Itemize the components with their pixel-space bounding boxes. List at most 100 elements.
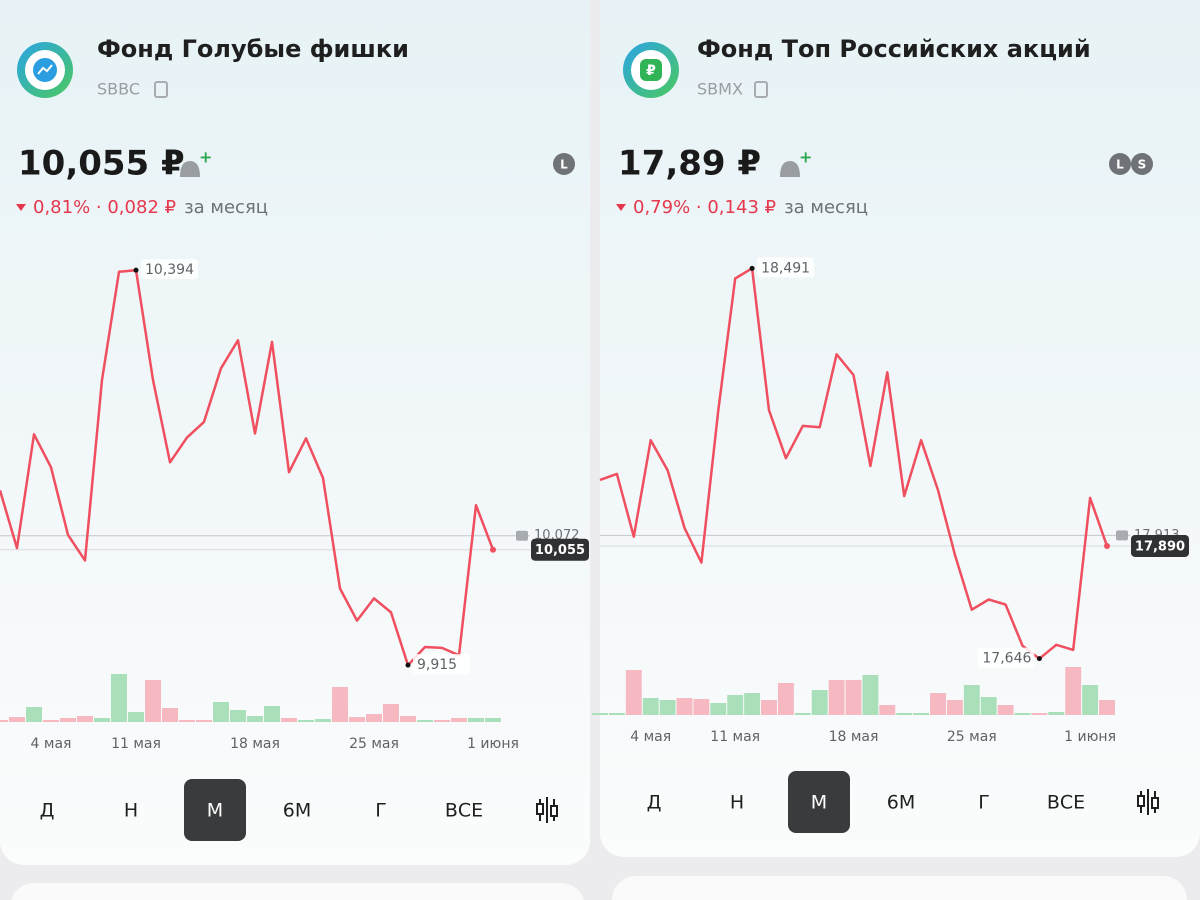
volume-bar: [1014, 713, 1031, 715]
volume-bar: [417, 720, 433, 722]
badge-label: L: [1116, 158, 1124, 172]
volume-bar: [111, 674, 127, 722]
volume-bar: [485, 718, 501, 722]
lock-icon: [516, 530, 528, 541]
volume-bar: [592, 713, 608, 715]
volume-bar: [247, 716, 263, 722]
card: [11, 883, 584, 900]
tab[interactable]: М: [811, 792, 827, 814]
volume-bar: [811, 690, 828, 715]
ticker: SBMX: [697, 80, 743, 99]
bell-icon[interactable]: [180, 161, 200, 177]
candle-icon[interactable]: [1151, 797, 1159, 809]
extreme-dot: [749, 265, 755, 271]
x-tick-label: 1 июня: [467, 736, 519, 752]
copy-icon[interactable]: [754, 81, 768, 98]
volume-bar: [400, 716, 416, 722]
volume-bar: [845, 680, 862, 715]
change-abs: 0,143 ₽: [707, 197, 776, 218]
extreme-label: 17,646: [982, 651, 1031, 667]
x-tick-label: 25 мая: [349, 736, 399, 752]
volume-bar: [642, 698, 659, 715]
tab[interactable]: ВСЕ: [1047, 792, 1085, 814]
volume-bar: [264, 706, 280, 722]
volume-bar: [761, 700, 777, 715]
period: за месяц: [784, 197, 868, 218]
card: [612, 876, 1187, 900]
tab[interactable]: ВСЕ: [445, 800, 483, 822]
fund-icon: [640, 59, 662, 81]
last-dot: [490, 546, 496, 553]
separator: ·: [690, 197, 707, 218]
last-price-box: [1131, 534, 1189, 557]
volume-bar: [879, 705, 896, 715]
volume-bar: [298, 720, 314, 722]
volume-bar: [349, 717, 365, 722]
tab[interactable]: Г: [978, 792, 990, 814]
volume-bar: [281, 718, 297, 722]
card: [600, 0, 1200, 857]
fund-icon: ₽: [646, 63, 656, 79]
volume-bar: [315, 719, 331, 722]
volume-bar: [896, 713, 913, 715]
volume-bar: [980, 697, 997, 715]
change-pct: 0,79%: [633, 197, 690, 218]
fund-title: Фонд Голубые фишки: [97, 35, 409, 63]
badge: [553, 153, 575, 175]
tab[interactable]: Д: [647, 792, 662, 814]
extreme-label: 9,915: [417, 657, 457, 673]
volume-bar: [794, 713, 811, 715]
volume-bar: [1099, 700, 1115, 715]
down-triangle: [16, 204, 26, 211]
volume-bar: [862, 675, 879, 715]
volume-bar: [997, 705, 1014, 715]
tab[interactable]: 6М: [283, 800, 311, 822]
price-line: [599, 267, 1109, 660]
volume-bar: [128, 712, 144, 722]
last-price-label: 17,890: [1135, 539, 1185, 554]
candle-icon[interactable]: [536, 803, 544, 815]
change: 0,81% · 0,082 ₽ за месяц: [33, 197, 268, 218]
x-tick-label: 18 мая: [230, 736, 280, 752]
volume-bar: [468, 718, 484, 722]
x-tick-label: 4 мая: [630, 729, 671, 745]
volume-bar: [676, 698, 693, 715]
extreme-dot: [405, 662, 411, 668]
volume-bar: [1048, 712, 1065, 715]
copy-icon[interactable]: [154, 81, 168, 98]
volume-bar: [162, 708, 178, 722]
candle-icon[interactable]: [1137, 795, 1145, 807]
x-tick-label: 25 мая: [947, 729, 997, 745]
volume-bar: [94, 718, 110, 722]
extreme-label-bg: [757, 257, 815, 278]
volume-bar: [930, 693, 946, 715]
volume-bar: [26, 707, 42, 722]
extreme-label-bg: [141, 259, 198, 280]
tab[interactable]: Н: [730, 792, 744, 814]
tab[interactable]: Н: [124, 800, 138, 822]
tab[interactable]: Г: [375, 800, 387, 822]
volume-bar: [828, 680, 845, 715]
tab-active-bg: [184, 779, 246, 841]
bell-icon[interactable]: [780, 161, 800, 177]
last-price-box: [531, 538, 589, 561]
tab[interactable]: 6М: [887, 792, 915, 814]
badge-label: S: [1138, 158, 1147, 172]
tab[interactable]: Д: [40, 800, 55, 822]
x-tick-label: 11 мая: [111, 736, 161, 752]
change-pct: 0,81%: [33, 197, 90, 218]
volume-bar: [963, 685, 980, 715]
extreme-dot: [1036, 656, 1042, 662]
tab[interactable]: М: [207, 800, 223, 822]
volume-bar: [179, 720, 195, 722]
fund-icon: [37, 64, 53, 75]
volume-bar: [383, 704, 399, 722]
price: 17,89 ₽: [618, 144, 761, 184]
volume-bar: [145, 680, 161, 722]
volume-bar: [451, 718, 467, 722]
last-dot: [1104, 542, 1110, 549]
x-tick-label: 11 мая: [710, 729, 760, 745]
volume-bar: [9, 717, 25, 722]
candle-icon[interactable]: [550, 805, 558, 817]
